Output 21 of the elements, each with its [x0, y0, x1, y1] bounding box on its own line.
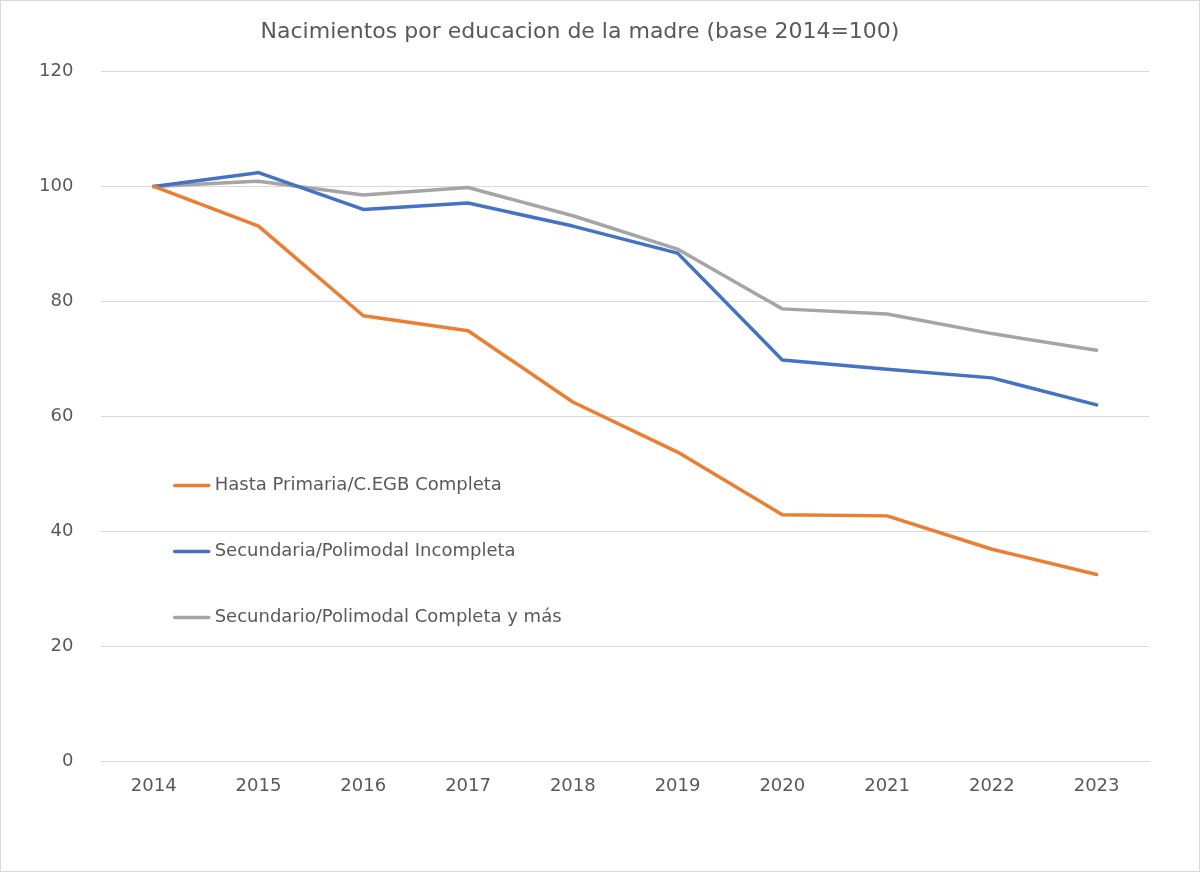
y-tick-label: 80 [50, 289, 74, 311]
y-tick-label: 0 [61, 749, 74, 771]
legend-label: Secundario/Polimodal Completa y más [214, 605, 562, 627]
x-tick-label: 2017 [445, 773, 491, 795]
y-tick-label: 40 [50, 519, 74, 541]
legend-label: Secundaria/Polimodal Incompleta [214, 539, 516, 561]
y-tick-label: 20 [50, 634, 74, 656]
x-tick-label: 2023 [1073, 773, 1120, 795]
legend-label: Hasta Primaria/C.EGB Completa [214, 473, 502, 495]
chart-title: Nacimientos por educacion de la madre (base 2014=100) [260, 17, 900, 43]
y-tick-label: 120 [39, 59, 74, 81]
y-tick-label: 100 [39, 174, 74, 196]
x-tick-label: 2015 [235, 773, 282, 795]
x-tick-label: 2019 [654, 773, 701, 795]
y-tick-label: 60 [50, 404, 74, 426]
x-tick-label: 2021 [864, 773, 910, 795]
x-tick-label: 2020 [759, 773, 806, 795]
x-tick-label: 2022 [968, 773, 1015, 795]
x-tick-label: 2016 [340, 773, 387, 795]
x-tick-label: 2018 [549, 773, 596, 795]
x-tick-label: 2014 [130, 773, 177, 795]
